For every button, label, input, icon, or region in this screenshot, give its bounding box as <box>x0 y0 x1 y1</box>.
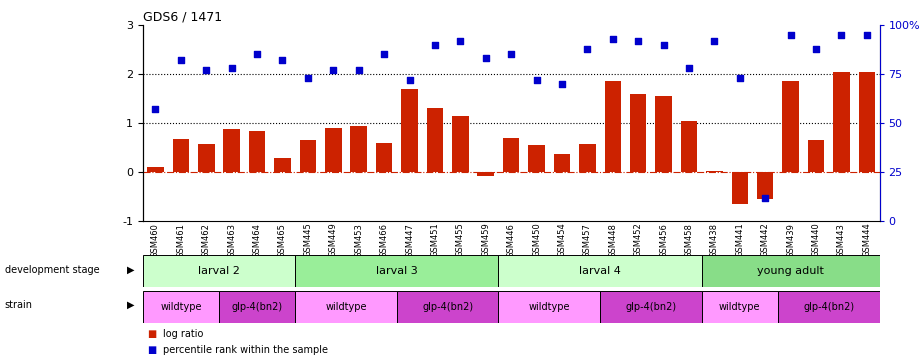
Bar <box>426 109 443 172</box>
Point <box>530 77 544 83</box>
Text: development stage: development stage <box>5 265 99 275</box>
Text: GDS6 / 1471: GDS6 / 1471 <box>143 11 222 24</box>
Bar <box>702 255 880 287</box>
Point <box>148 106 163 112</box>
Text: log ratio: log ratio <box>163 329 204 339</box>
Bar <box>656 96 671 172</box>
Bar <box>143 291 219 323</box>
Text: ▶: ▶ <box>127 265 134 275</box>
Bar <box>858 72 875 172</box>
Bar <box>757 172 774 199</box>
Text: ▶: ▶ <box>127 300 134 310</box>
Text: glp-4(bn2): glp-4(bn2) <box>625 302 676 312</box>
Point <box>859 32 874 38</box>
Bar <box>296 255 498 287</box>
Bar <box>702 291 778 323</box>
Bar <box>198 144 215 172</box>
Point <box>250 51 264 57</box>
Point <box>605 36 620 42</box>
Text: wildtype: wildtype <box>325 302 367 312</box>
Point <box>732 75 747 81</box>
Point <box>275 57 290 63</box>
Bar <box>834 72 850 172</box>
Text: larval 3: larval 3 <box>376 266 418 276</box>
Bar <box>172 139 189 172</box>
Text: glp-4(bn2): glp-4(bn2) <box>803 302 855 312</box>
Bar <box>604 81 621 172</box>
Text: young adult: young adult <box>757 266 824 276</box>
Bar <box>731 172 748 204</box>
Bar <box>681 121 697 172</box>
Text: percentile rank within the sample: percentile rank within the sample <box>163 345 328 355</box>
Text: glp-4(bn2): glp-4(bn2) <box>231 302 283 312</box>
Text: wildtype: wildtype <box>160 302 202 312</box>
Text: larval 4: larval 4 <box>579 266 621 276</box>
Bar <box>299 140 316 172</box>
Point <box>427 42 442 47</box>
Point <box>631 38 646 44</box>
Bar <box>579 144 596 172</box>
Point <box>580 46 595 51</box>
Point <box>758 195 773 201</box>
Point <box>453 38 468 44</box>
Bar <box>498 291 600 323</box>
Bar <box>143 255 296 287</box>
Text: ■: ■ <box>147 345 157 355</box>
Bar <box>402 89 418 172</box>
Point <box>554 81 569 87</box>
Point <box>682 65 696 71</box>
Point <box>783 32 798 38</box>
Bar <box>147 167 164 172</box>
Bar <box>376 143 392 172</box>
Point <box>402 77 417 83</box>
Bar <box>249 131 265 172</box>
Bar <box>782 81 799 172</box>
Bar <box>351 126 367 172</box>
Bar <box>778 291 880 323</box>
Point <box>478 56 493 61</box>
Text: glp-4(bn2): glp-4(bn2) <box>422 302 473 312</box>
Point <box>300 75 315 81</box>
Bar <box>630 94 647 172</box>
Bar <box>477 172 494 176</box>
Point <box>707 38 722 44</box>
Bar <box>325 128 342 172</box>
Point <box>351 67 366 73</box>
Bar <box>600 291 702 323</box>
Bar <box>706 171 723 172</box>
Bar <box>397 291 498 323</box>
Point <box>377 51 391 57</box>
Bar <box>529 145 545 172</box>
Text: larval 2: larval 2 <box>198 266 239 276</box>
Point <box>199 67 214 73</box>
Point <box>504 51 519 57</box>
Bar <box>503 138 519 172</box>
Bar <box>554 154 570 172</box>
Bar <box>296 291 397 323</box>
Point <box>173 57 188 63</box>
Text: strain: strain <box>5 300 32 310</box>
Bar <box>219 291 296 323</box>
Text: ■: ■ <box>147 329 157 339</box>
Point <box>834 32 849 38</box>
Bar <box>224 129 240 172</box>
Bar <box>452 116 469 172</box>
Point <box>225 65 239 71</box>
Point <box>326 67 341 73</box>
Bar <box>274 157 291 172</box>
Bar <box>808 140 824 172</box>
Bar <box>498 255 702 287</box>
Point <box>657 42 671 47</box>
Text: wildtype: wildtype <box>529 302 570 312</box>
Point <box>809 46 823 51</box>
Text: wildtype: wildtype <box>719 302 761 312</box>
